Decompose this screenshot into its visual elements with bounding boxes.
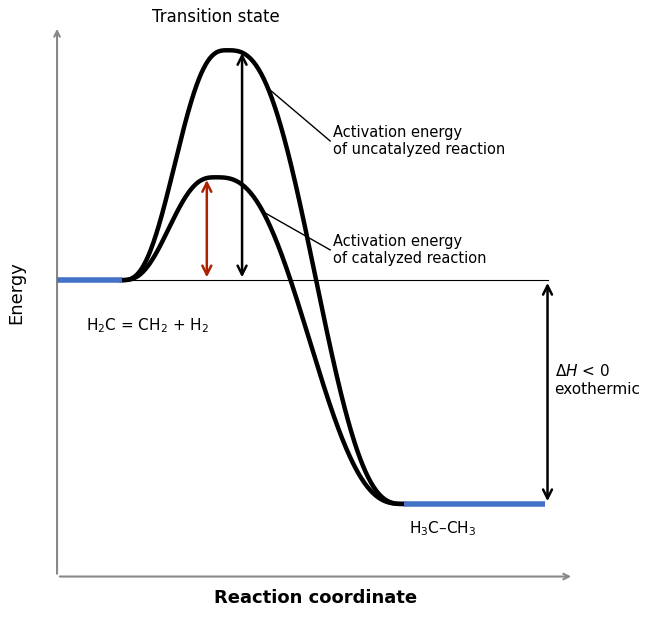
Text: Δ$H$ < 0
exothermic: Δ$H$ < 0 exothermic [554, 363, 640, 397]
Text: Activation energy
of catalyzed reaction: Activation energy of catalyzed reaction [333, 234, 487, 266]
Text: Reaction coordinate: Reaction coordinate [214, 589, 417, 607]
Text: Energy: Energy [7, 261, 25, 324]
Text: H$_3$C–CH$_3$: H$_3$C–CH$_3$ [410, 519, 476, 538]
Text: H$_2$C = CH$_2$ + H$_2$: H$_2$C = CH$_2$ + H$_2$ [86, 317, 210, 335]
Text: Activation energy
of uncatalyzed reaction: Activation energy of uncatalyzed reactio… [333, 125, 505, 157]
Text: Transition state: Transition state [151, 8, 280, 26]
